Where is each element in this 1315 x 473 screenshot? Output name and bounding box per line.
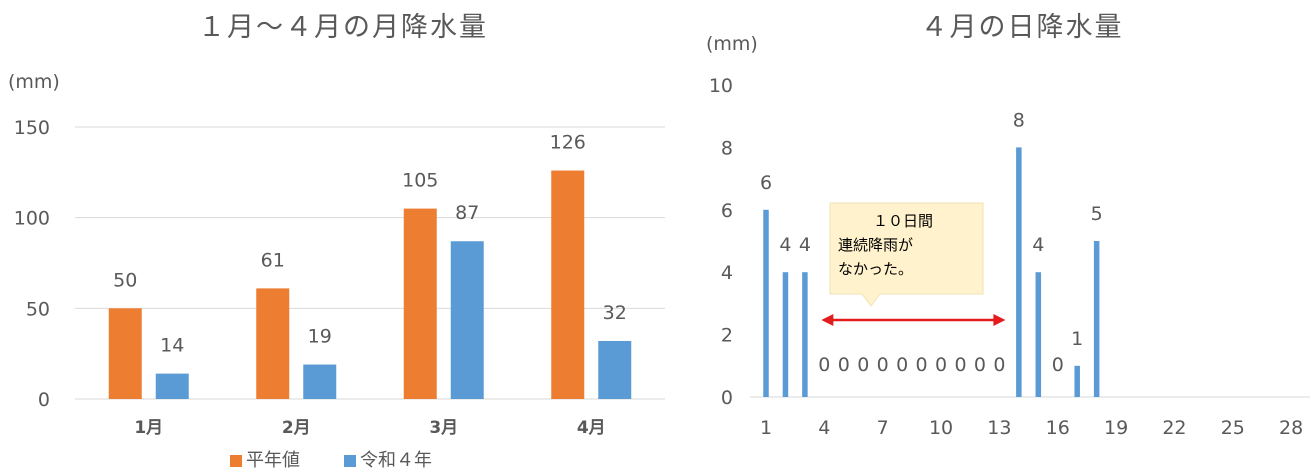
x-tick-label: 10 bbox=[929, 417, 953, 439]
legend-swatch-reiwa4 bbox=[344, 455, 356, 467]
dry-spell-arrow bbox=[821, 314, 1006, 326]
daily-unit-label: (mm) bbox=[706, 33, 758, 55]
bar-normal bbox=[256, 288, 290, 399]
daily-value-label: 0 bbox=[954, 354, 966, 376]
arrow-head-left bbox=[821, 314, 834, 326]
x-tick-label: 28 bbox=[1279, 417, 1303, 439]
bar-value-label: 14 bbox=[160, 335, 184, 357]
daily-value-label: 4 bbox=[799, 234, 811, 256]
monthly-rainfall-chart: １月～４月の月降水量 (mm) 0 50 100 150 50 14 61 19 105 87 1… bbox=[8, 12, 665, 471]
bar-value-label: 19 bbox=[308, 326, 332, 348]
daily-bar bbox=[1016, 147, 1022, 397]
x-tick-label: 13 bbox=[987, 417, 1011, 439]
bar-value-label: 87 bbox=[455, 202, 479, 224]
callout-line-1: １０日間 bbox=[873, 212, 933, 230]
bar-reiwa4 bbox=[155, 373, 189, 399]
monthly-unit-label: (mm) bbox=[8, 71, 60, 93]
daily-value-label: 4 bbox=[779, 234, 791, 256]
bar-value-label: 32 bbox=[603, 302, 627, 324]
y-tick-label: 100 bbox=[14, 208, 50, 230]
daily-value-label: 0 bbox=[818, 354, 830, 376]
bar-value-label: 50 bbox=[113, 269, 137, 291]
x-tick-label: 16 bbox=[1046, 417, 1070, 439]
daily-bar bbox=[1035, 272, 1042, 397]
y-tick-label: 6 bbox=[721, 200, 733, 222]
daily-bar bbox=[763, 209, 769, 397]
x-tick-label: 7 bbox=[877, 417, 889, 439]
x-tick-label: 19 bbox=[1104, 417, 1128, 439]
y-tick-label: 10 bbox=[709, 75, 733, 97]
bar-normal bbox=[403, 208, 437, 399]
daily-value-label: 8 bbox=[1013, 109, 1025, 131]
y-tick-label: 0 bbox=[38, 389, 50, 411]
x-tick-label: 25 bbox=[1221, 417, 1245, 439]
monthly-chart-title: １月～４月の月降水量 bbox=[198, 12, 488, 43]
category-label: 1月 bbox=[134, 418, 163, 438]
daily-value-label: 4 bbox=[1032, 234, 1044, 256]
category-label: 3月 bbox=[429, 418, 458, 438]
bar-value-label: 61 bbox=[261, 249, 285, 271]
arrow-head-right bbox=[993, 314, 1006, 326]
daily-value-label: 0 bbox=[877, 354, 889, 376]
daily-bar bbox=[1074, 365, 1080, 397]
daily-value-label: 0 bbox=[916, 354, 928, 376]
monthly-y-ticks: 0 50 100 150 bbox=[14, 117, 50, 411]
x-tick-label: 4 bbox=[818, 417, 830, 439]
daily-value-label: 1 bbox=[1071, 328, 1083, 350]
category-label: 2月 bbox=[282, 418, 311, 438]
monthly-legend: 平年値 令和４年 bbox=[230, 450, 432, 471]
daily-value-label: 0 bbox=[993, 354, 1005, 376]
bar-normal bbox=[551, 170, 585, 399]
daily-bar bbox=[1093, 241, 1100, 397]
y-tick-label: 4 bbox=[721, 262, 733, 284]
y-tick-label: 8 bbox=[721, 137, 733, 159]
daily-value-label: 0 bbox=[1052, 354, 1064, 376]
bar-reiwa4 bbox=[598, 340, 632, 399]
daily-value-label: 0 bbox=[974, 354, 986, 376]
callout-bubble bbox=[829, 202, 984, 307]
category-label: 4月 bbox=[577, 418, 606, 438]
daily-y-ticks: 0 2 4 6 8 10 bbox=[709, 75, 733, 409]
daily-value-label: 0 bbox=[838, 354, 850, 376]
callout-line-2: 連続降雨が bbox=[838, 236, 913, 254]
daily-bar bbox=[782, 272, 789, 397]
legend-label-normal: 平年値 bbox=[246, 450, 300, 471]
bar-value-label: 105 bbox=[402, 170, 438, 192]
x-tick-label: 22 bbox=[1162, 417, 1186, 439]
y-tick-label: 0 bbox=[721, 387, 733, 409]
legend-swatch-normal bbox=[230, 455, 242, 467]
daily-chart-title: ４月の日降水量 bbox=[921, 12, 1124, 43]
daily-x-ticks: 1 4 7 10 13 16 19 22 25 28 bbox=[760, 417, 1303, 439]
daily-bar bbox=[802, 272, 808, 397]
daily-value-label: 0 bbox=[857, 354, 869, 376]
callout-line-3: なかった。 bbox=[838, 260, 913, 278]
bar-reiwa4 bbox=[450, 241, 484, 399]
monthly-bars bbox=[108, 170, 632, 399]
daily-bars bbox=[763, 147, 1100, 397]
x-tick-label: 1 bbox=[760, 417, 772, 439]
y-tick-label: 150 bbox=[14, 117, 50, 139]
bar-value-label: 126 bbox=[550, 132, 586, 154]
monthly-category-labels: 1月 2月 3月 4月 bbox=[134, 418, 605, 438]
daily-value-label: 0 bbox=[935, 354, 947, 376]
daily-value-label: 0 bbox=[896, 354, 908, 376]
daily-value-label: 5 bbox=[1091, 203, 1103, 225]
bar-reiwa4 bbox=[303, 364, 337, 399]
y-tick-label: 2 bbox=[721, 325, 733, 347]
monthly-data-labels: 50 14 61 19 105 87 126 32 bbox=[113, 132, 627, 357]
legend-label-reiwa4: 令和４年 bbox=[360, 450, 432, 471]
dry-spell-callout: １０日間 連続降雨が なかった。 bbox=[829, 202, 984, 307]
bar-normal bbox=[108, 308, 142, 399]
daily-value-label: 6 bbox=[760, 172, 772, 194]
y-tick-label: 50 bbox=[26, 298, 50, 320]
